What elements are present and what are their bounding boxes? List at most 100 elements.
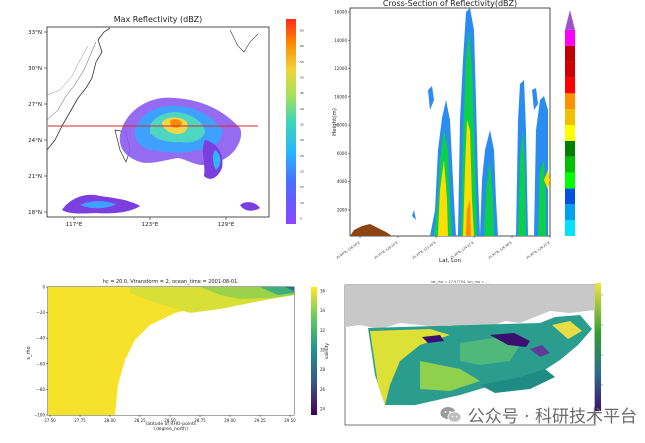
y-tick-label: 21°N [28, 174, 42, 180]
y-tick-label: 14000 [334, 38, 347, 43]
y-axis-label: Height(m) [332, 108, 338, 136]
max-reflectivity-panel: Max Reflectivity (dBZ) 33°N 30°N 27°N 24°N 2… [0, 0, 320, 235]
colorbar-ticks: 36 34 32 30 28 26 24 [320, 289, 326, 412]
x-tick-label: 28.00 [104, 418, 116, 423]
colorbar-segment [565, 93, 575, 110]
colorbar-segment [565, 140, 575, 157]
watermark: 公众号 · 科研技术平台 [440, 402, 637, 427]
watermark-text: 公众号 · 科研技术平台 [467, 407, 637, 427]
x-tick-label: 27.75 [74, 418, 86, 423]
colorbar-tick-label: 36 [320, 289, 326, 294]
reflectivity-field [412, 8, 550, 236]
x-tick-label: 29.00 [224, 418, 236, 423]
colorbar-segment [565, 77, 575, 94]
salinity-section-panel: hc = 20.0, Vtransform = 2, ocean_time = … [0, 265, 330, 439]
colorbar-segment [565, 125, 575, 141]
colorbar [286, 19, 296, 224]
y-tick-label: 4000 [337, 179, 348, 184]
salinity-map-chart: lat_rho = 27.57754, lon_rho = ... [344, 280, 603, 426]
colorbar-tick-label: 60 [300, 44, 304, 48]
salinity-map-panel: lat_rho = 27.57754, lon_rho = ... [330, 265, 645, 439]
cross-section-panel: Cross-Section of Reflectivity(dBZ) 16000… [320, 0, 645, 265]
y-axis-label: s_rho [26, 346, 32, 359]
colorbar-tick-label: 26 [320, 387, 326, 392]
colorbar-tick-label: 15 [300, 185, 304, 189]
colorbar-tick-label: 30 [300, 138, 304, 142]
wechat-icon [440, 406, 462, 424]
colorbar-segment [565, 172, 575, 189]
y-tick-label: −20 [37, 310, 46, 315]
y-tick-label: 10000 [334, 94, 347, 99]
salinity-field [48, 287, 294, 415]
colorbar-segment [565, 61, 575, 78]
salinity-section-chart: hc = 20.0, Vtransform = 2, ocean_time = … [26, 279, 330, 432]
chart-title: Max Reflectivity (dBZ) [114, 15, 203, 24]
y-tick-label: 33°N [28, 30, 42, 36]
x-tick-label: 129°E [218, 222, 235, 228]
x-tick-label: 25.04°N, 118.54°E [335, 240, 360, 259]
chart-title: hc = 20.0, Vtransform = 2, ocean_time = … [103, 279, 238, 285]
colorbar-tick-label: 25 [300, 154, 304, 158]
x-tick-label: 117°E [66, 222, 83, 228]
y-tick-label: −100 [34, 413, 45, 418]
x-tick-label: 27.50 [44, 418, 56, 423]
colorbar-segment [565, 109, 575, 125]
colorbar-arrow [565, 10, 575, 30]
colorbar-segment [565, 45, 575, 62]
terrain [350, 224, 392, 236]
land-area [345, 285, 595, 329]
max-reflectivity-chart: Max Reflectivity (dBZ) 33°N 30°N 27°N 24°N 2… [28, 15, 304, 228]
colorbar-tick-label: 5 [300, 217, 302, 221]
x-axis-ticks: 117°E 123°E 129°E [66, 217, 235, 228]
colorbar-segment [565, 220, 575, 236]
colorbar [565, 10, 575, 236]
y-tick-label: 6000 [337, 151, 348, 156]
x-tick-label: 29.50 [284, 418, 296, 423]
colorbar-ticks: 65 60 55 50 45 40 35 30 25 20 15 10 5 [300, 29, 304, 221]
colorbar-tick-label: 24 [320, 407, 326, 412]
y-tick-label: 30°N [28, 66, 42, 72]
y-tick-label: 12000 [334, 66, 347, 71]
y-tick-label: −60 [37, 361, 46, 366]
x-axis-ticks: 25.04°N, 118.54°E 25.15°N, 120.15°E 25.23°… [335, 236, 551, 260]
x-tick-label: 123°E [142, 222, 159, 228]
y-tick-label: 27°N [28, 102, 42, 108]
x-tick-label: 25.23°N, 122.35°E [411, 240, 436, 259]
colorbar-tick-label: 45 [300, 91, 304, 95]
y-tick-label: 0 [42, 285, 45, 290]
colorbar-segment [565, 188, 575, 205]
colorbar-tick-label: 40 [300, 107, 304, 111]
colorbar-label: salinity [324, 343, 330, 359]
colorbar-tick-label: 32 [320, 328, 326, 333]
x-tick-label: 29.25 [254, 418, 266, 423]
chart-title: lat_rho = 27.57754, lon_rho = ... [431, 280, 488, 284]
x-tick-label: 25.36°N, 128.21°E [525, 240, 550, 259]
colorbar-segment [565, 29, 575, 46]
colorbar-tick-label: 55 [300, 60, 304, 64]
x-axis-label: Lat, Lon [439, 258, 461, 264]
colorbar-tick-label: 34 [320, 308, 326, 313]
y-axis-ticks: 16000 14000 12000 10000 8000 6000 4000 2000 [334, 10, 350, 213]
cross-section-chart: Cross-Section of Reflectivity(dBZ) 16000… [332, 0, 575, 264]
x-tick-label: 28.75 [194, 418, 206, 423]
colorbar [595, 283, 601, 411]
y-tick-label: −40 [37, 336, 46, 341]
x-tick-label: 28.50 [164, 418, 176, 423]
colorbar-tick-label: 10 [300, 201, 304, 205]
colorbar-tick-label: 35 [300, 123, 304, 127]
y-tick-label: 8000 [337, 123, 348, 128]
colorbar-segment [565, 204, 575, 221]
y-axis-ticks: 33°N 30°N 27°N 24°N 21°N 18°N [28, 30, 47, 216]
x-tick-label: 28.25 [134, 418, 146, 423]
colorbar-segment [565, 156, 575, 173]
colorbar-tick-label: 30 [320, 348, 326, 353]
y-tick-label: 16000 [334, 10, 347, 15]
y-tick-label: 2000 [337, 208, 348, 213]
x-axis-ticks: 27.50 27.75 28.00 28.25 28.50 28.75 29.00 29.25… [44, 415, 296, 423]
colorbar [311, 287, 317, 415]
y-tick-label: 24°N [28, 138, 42, 144]
colorbar-ticks [601, 294, 603, 386]
y-tick-label: −80 [37, 387, 46, 392]
y-tick-label: 18°N [28, 210, 42, 216]
colorbar-tick-label: 50 [300, 76, 304, 80]
